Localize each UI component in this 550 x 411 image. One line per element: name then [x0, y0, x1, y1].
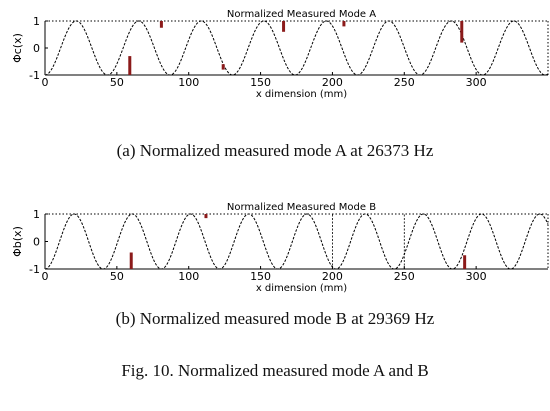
- y-tick-label: 0: [33, 42, 40, 55]
- y-tick-label: 1: [33, 208, 40, 221]
- x-tick-label: 50: [110, 270, 124, 283]
- mode-curve: [44, 20, 549, 76]
- x-tick-label: 250: [394, 76, 415, 89]
- x-tick-label: 100: [178, 76, 199, 89]
- y-tick-label: 1: [33, 15, 40, 28]
- x-tick-label: 0: [42, 270, 49, 283]
- chart-panel-a: Normalized Measured Mode A 0 50 100 150 200 25…: [11, 9, 549, 100]
- chart-panel-b: Normalized Measured Mode B 0 50 100 150 200 25…: [11, 202, 549, 294]
- y-tick-label: 0: [33, 236, 40, 249]
- mode-curve: [44, 213, 549, 270]
- figure-caption: Fig. 10. Normalized measured mode A and …: [121, 361, 429, 380]
- y-tick-label: -1: [29, 263, 40, 276]
- y-axis-label: Φb(x): [11, 226, 24, 257]
- x-tick-label: 200: [322, 76, 343, 89]
- x-tick-label: 50: [110, 76, 124, 89]
- caption-b: (b) Normalized measured mode B at 29369 …: [115, 309, 435, 328]
- x-tick-label: 100: [178, 270, 199, 283]
- x-tick-label: 200: [322, 270, 343, 283]
- chart-title: Normalized Measured Mode B: [227, 202, 376, 213]
- x-tick-label: 250: [394, 270, 415, 283]
- x-axis-label: x dimension (mm): [256, 89, 347, 100]
- chart-title: Normalized Measured Mode A: [227, 9, 376, 20]
- y-axis-label: Φc(x): [11, 33, 24, 63]
- y-tick-label: -1: [29, 69, 40, 82]
- x-tick-label: 0: [42, 76, 49, 89]
- x-tick-label: 150: [250, 76, 271, 89]
- x-tick-label: 300: [466, 270, 487, 283]
- caption-a: (a) Normalized measured mode A at 26373 …: [116, 141, 434, 160]
- x-tick-label: 150: [250, 270, 271, 283]
- x-axis-label: x dimension (mm): [256, 283, 347, 294]
- x-tick-label: 300: [466, 76, 487, 89]
